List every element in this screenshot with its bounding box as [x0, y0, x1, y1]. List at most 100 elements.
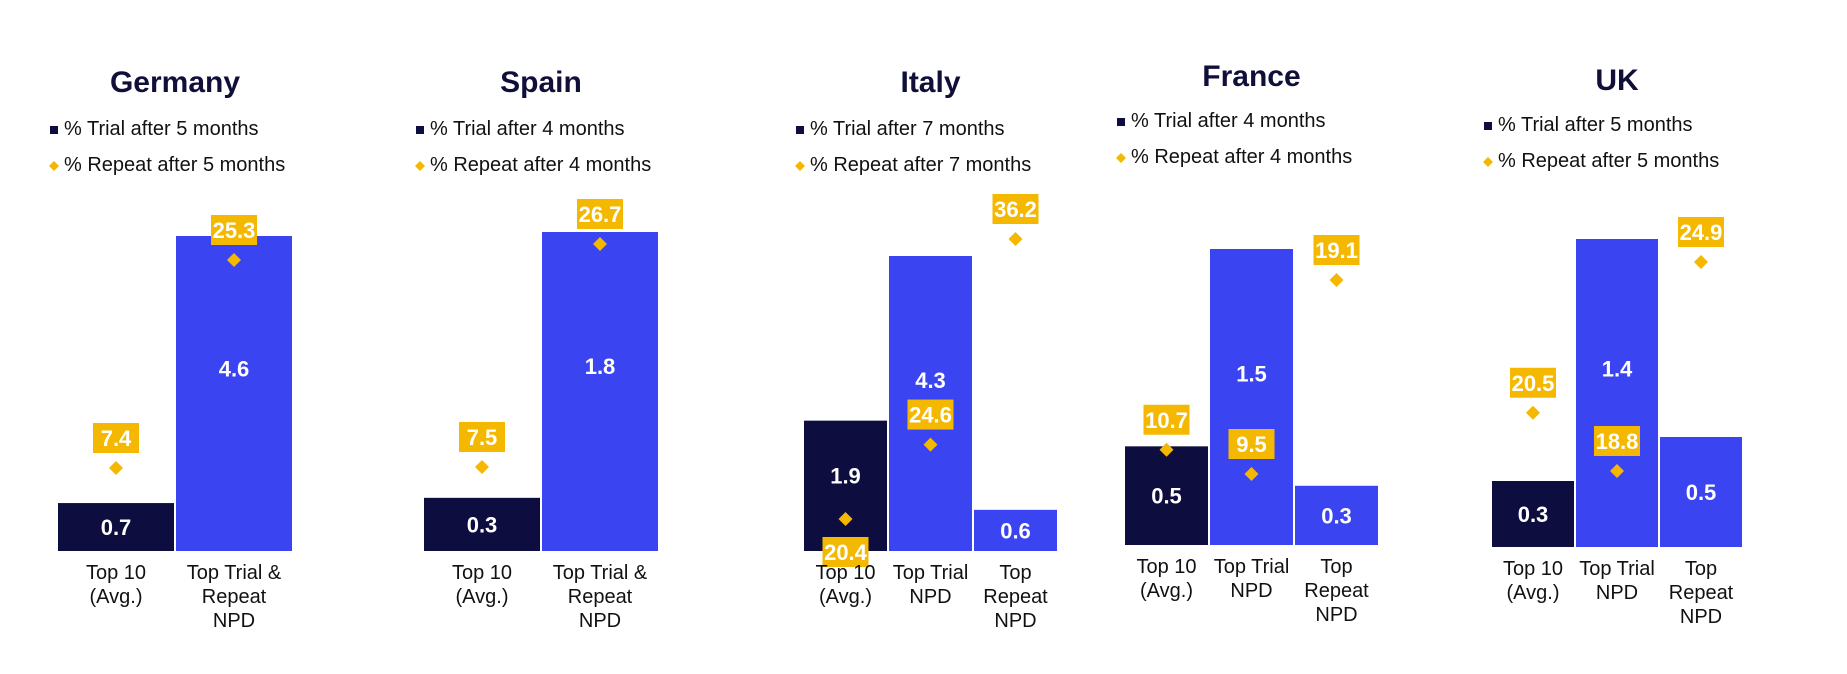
repeat-value-box: [907, 399, 954, 430]
category-label-line: NPD: [1315, 604, 1357, 626]
category-label-line: (Avg.): [1140, 580, 1193, 602]
legend: % Trial after 5 months % Repeat after 5 m…: [1483, 114, 1719, 172]
repeat-marker: [1008, 232, 1023, 246]
trial-value-label: 1.9: [830, 463, 861, 488]
chart-title: Spain: [500, 66, 582, 99]
category-label-line: Top 10: [86, 562, 146, 584]
category-label-line: Top Trial &: [553, 562, 648, 584]
trial-bar: [1576, 239, 1658, 547]
repeat-value-label: 19.1: [1315, 238, 1358, 263]
repeat-value-label: 18.8: [1596, 429, 1639, 454]
legend-label-trial: % Trial after 4 months: [430, 118, 625, 140]
trial-value-label: 0.3: [1518, 502, 1549, 527]
trial-bar: [804, 420, 887, 551]
repeat-marker: [1244, 467, 1259, 481]
trial-bar: [176, 236, 292, 551]
repeat-marker: [1159, 442, 1174, 457]
legend-marker-trial: [50, 126, 58, 134]
category-label-line: Top: [1685, 558, 1717, 580]
trial-bar: [1295, 485, 1378, 545]
trial-value-label: 4.6: [219, 356, 250, 381]
repeat-value-box: [992, 194, 1039, 224]
repeat-value-box: [93, 423, 139, 453]
legend-label-repeat: % Repeat after 7 months: [810, 154, 1031, 176]
repeat-marker: [838, 512, 853, 526]
category-label-line: NPD: [1680, 606, 1722, 628]
repeat-value-label: 20.5: [1512, 371, 1555, 396]
repeat-value-box: [1143, 404, 1190, 435]
legend-marker-trial: [416, 126, 424, 134]
repeat-value-label: 25.3: [213, 218, 256, 243]
repeat-value-label: 10.7: [1145, 408, 1188, 433]
category-label-line: Top: [1320, 556, 1352, 578]
trial-value-label: 0.3: [467, 512, 498, 537]
chart-title: UK: [1595, 64, 1639, 97]
repeat-value-box: [1594, 426, 1640, 456]
category-label-line: Top Trial: [1214, 556, 1290, 578]
chart-title: Italy: [900, 66, 960, 99]
category-label-line: Top 10: [1136, 556, 1196, 578]
repeat-value-label: 26.7: [579, 202, 622, 227]
repeat-value-box: [577, 199, 623, 229]
repeat-marker: [227, 253, 241, 267]
trial-bar: [1125, 446, 1208, 545]
trial-value-label: 0.5: [1686, 480, 1717, 505]
legend-marker-repeat: [795, 161, 805, 171]
repeat-value-label: 24.6: [909, 403, 952, 428]
category-label-line: Repeat: [568, 586, 633, 608]
panel-spain: Spain % Trial after 4 months % Repeat afte…: [415, 66, 658, 632]
category-label-line: (Avg.): [1507, 582, 1560, 604]
chart-title: France: [1202, 60, 1300, 93]
trial-bar: [58, 503, 174, 551]
repeat-marker: [593, 237, 607, 251]
category-label-line: Repeat: [1669, 582, 1734, 604]
category-label: Top 10 (Avg.): [452, 562, 512, 608]
trial-value-label: 0.6: [1000, 518, 1031, 543]
category-label-line: Repeat: [1304, 580, 1369, 602]
category-label-line: NPD: [1596, 582, 1638, 604]
trial-bar: [1660, 437, 1742, 547]
trial-value-label: 0.3: [1321, 503, 1352, 528]
category-label: Top 10 (Avg.): [815, 562, 875, 608]
trial-value-label: 1.8: [585, 354, 616, 379]
legend: % Trial after 4 months % Repeat after 4 m…: [1116, 110, 1352, 168]
trial-value-label: 0.5: [1151, 484, 1182, 509]
panel-uk: UK % Trial after 5 months % Repeat after 5…: [1483, 64, 1742, 628]
panel-germany: Germany % Trial after 5 months % Repeat af…: [49, 66, 292, 632]
category-label-line: Top 10: [1503, 558, 1563, 580]
category-label-line: NPD: [909, 586, 951, 608]
repeat-value-label: 20.4: [824, 540, 868, 565]
trial-bar: [974, 509, 1057, 551]
repeat-value-label: 9.5: [1236, 432, 1267, 457]
repeat-value-label: 7.5: [467, 425, 498, 450]
legend-label-trial: % Trial after 4 months: [1131, 110, 1326, 132]
legend-label-trial: % Trial after 5 months: [1498, 114, 1693, 136]
legend-label-repeat: % Repeat after 4 months: [430, 154, 651, 176]
category-label-line: Top Trial: [893, 562, 969, 584]
category-label-line: Top Trial &: [187, 562, 282, 584]
panel-france: France % Trial after 4 months % Repeat aft…: [1116, 60, 1378, 626]
category-label: Top Repeat NPD: [983, 562, 1048, 632]
legend-label-repeat: % Repeat after 5 months: [64, 154, 285, 176]
legend-label-repeat: % Repeat after 5 months: [1498, 150, 1719, 172]
category-label-line: (Avg.): [90, 586, 143, 608]
chart-title: Germany: [110, 66, 240, 99]
category-label: Top Trial NPD: [1214, 556, 1290, 602]
repeat-value-box: [1313, 235, 1360, 265]
legend-marker-trial: [796, 126, 804, 134]
category-label-line: Top 10: [815, 562, 875, 584]
legend: % Trial after 7 months % Repeat after 7 m…: [795, 118, 1031, 176]
category-label-line: Repeat: [983, 586, 1048, 608]
legend-marker-trial: [1117, 118, 1125, 126]
legend-marker-repeat: [1483, 157, 1493, 167]
category-label-line: NPD: [213, 610, 255, 632]
trial-value-label: 1.4: [1602, 356, 1633, 381]
repeat-value-box: [1228, 429, 1275, 459]
trial-value-label: 4.3: [915, 368, 946, 393]
repeat-value-label: 24.9: [1680, 220, 1723, 245]
repeat-marker: [109, 461, 123, 475]
legend: % Trial after 5 months % Repeat after 5 m…: [49, 118, 285, 176]
category-label: Top 10 (Avg.): [86, 562, 146, 608]
repeat-value-box: [211, 215, 257, 245]
